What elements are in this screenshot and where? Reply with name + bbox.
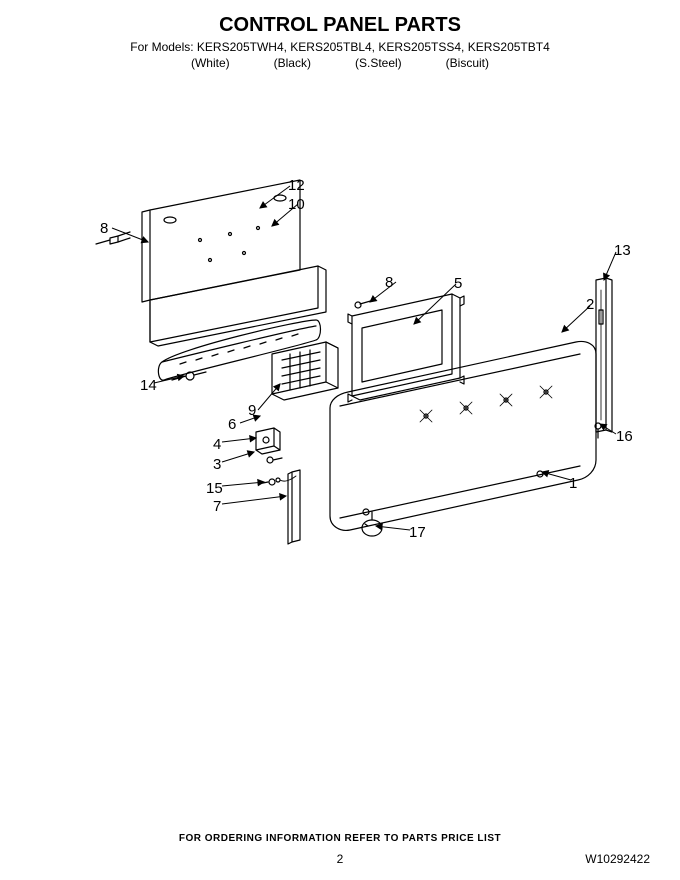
callout-8: 8 bbox=[100, 220, 108, 237]
part-13-right-endcap bbox=[596, 278, 612, 432]
callout-12: 12 bbox=[288, 177, 305, 194]
model-color-label: (Black) bbox=[274, 56, 311, 70]
model-color-label: (S.Steel) bbox=[355, 56, 402, 70]
diagram-svg bbox=[0, 80, 680, 780]
part-3-screw bbox=[267, 457, 282, 463]
page-title: CONTROL PANEL PARTS bbox=[0, 14, 680, 37]
part-12-back-panel bbox=[142, 180, 300, 302]
page-number: 2 bbox=[0, 852, 680, 866]
models-prefix: For Models: bbox=[130, 40, 197, 54]
part-2-control-panel bbox=[330, 342, 596, 531]
part-7-left-endcap bbox=[276, 470, 300, 544]
callout-16: 16 bbox=[616, 428, 633, 445]
part-4-indicator-housing bbox=[256, 428, 280, 454]
colors-line: (White) (Black) (S.Steel) (Biscuit) bbox=[0, 56, 680, 70]
callout-7: 7 bbox=[213, 498, 221, 515]
callout-13: 13 bbox=[614, 242, 631, 259]
callout-15: 15 bbox=[206, 480, 223, 497]
callout-6: 6 bbox=[228, 416, 236, 433]
callout-4: 4 bbox=[213, 436, 221, 453]
callout-14: 14 bbox=[140, 377, 157, 394]
models-list: KERS205TWH4, KERS205TBL4, KERS205TSS4, K… bbox=[197, 40, 550, 54]
callout-2: 2 bbox=[586, 296, 594, 313]
part-10-vent-trim bbox=[150, 266, 326, 346]
model-color-label: (Biscuit) bbox=[446, 56, 489, 70]
callout-3: 3 bbox=[213, 456, 221, 473]
part-5-display-bracket bbox=[348, 294, 464, 402]
callout-10: 10 bbox=[288, 196, 305, 213]
models-line: For Models: KERS205TWH4, KERS205TBL4, KE… bbox=[0, 40, 680, 54]
callout-1: 1 bbox=[569, 475, 577, 492]
callout-9: 9 bbox=[248, 402, 256, 419]
exploded-diagram: 123456788910121314151617 bbox=[0, 80, 680, 780]
document-id: W10292422 bbox=[585, 852, 650, 866]
part-6-control-module bbox=[272, 342, 338, 400]
callout-5: 5 bbox=[454, 275, 462, 292]
model-color-label: (White) bbox=[191, 56, 230, 70]
footer-note: FOR ORDERING INFORMATION REFER TO PARTS … bbox=[0, 833, 680, 844]
page-root: CONTROL PANEL PARTS For Models: KERS205T… bbox=[0, 0, 680, 880]
callout-17: 17 bbox=[409, 524, 426, 541]
callout-8: 8 bbox=[385, 274, 393, 291]
